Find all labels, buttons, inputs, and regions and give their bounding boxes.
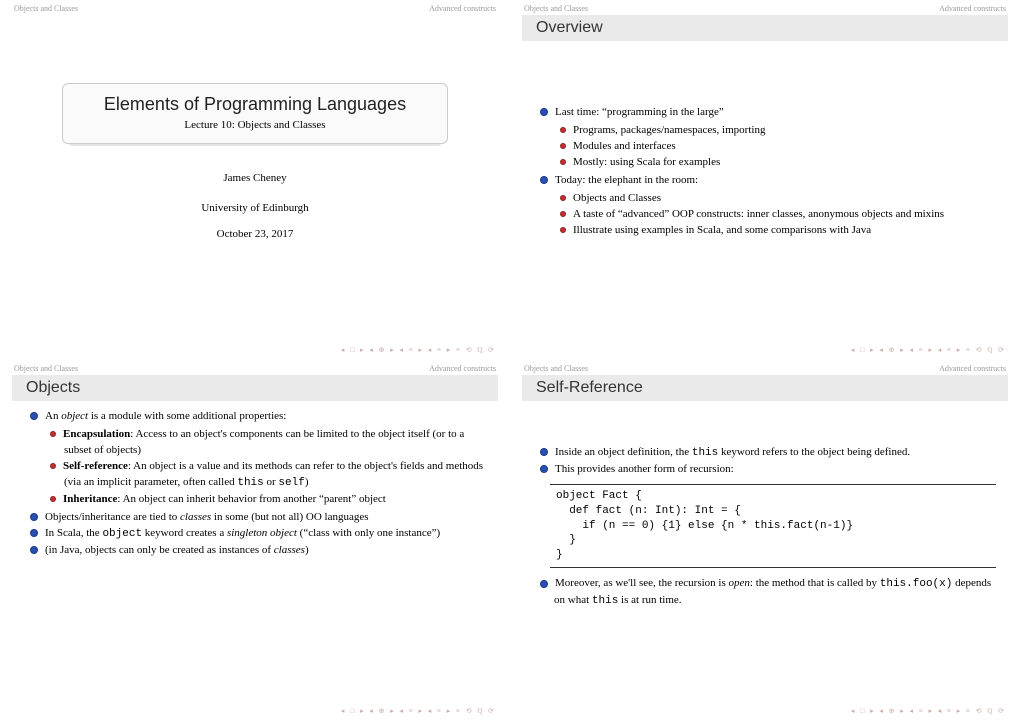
list-item: Objects and Classes [574,191,1004,207]
list-item: Inheritance: An object can inherit behav… [64,492,494,508]
list-item: This provides another form of recursion: [554,462,1004,478]
nav-tabs: Objects and Classes Advanced constructs [0,0,510,13]
nav-left: Objects and Classes [14,4,78,13]
list-item: Modules and interfaces [574,139,1004,155]
nav-left: Objects and Classes [524,4,588,13]
list-item: Mostly: using Scala for examples [574,155,1004,171]
list-item: A taste of “advanced” OOP constructs: in… [574,207,1004,223]
list-item: Programs, packages/namespaces, importing [574,123,1004,139]
slide-title-bar: Self-Reference [522,375,1008,401]
slide-objects: Objects and Classes Advanced constructs … [0,360,510,721]
nav-right: Advanced constructs [429,364,496,373]
list-item: Encapsulation: Access to an object's com… [64,427,494,459]
slide-overview: Objects and Classes Advanced constructs … [510,0,1020,360]
code-block: object Fact { def fact (n: Int): Int = {… [550,484,996,568]
footer-nav-icon: ◂ □ ▸ ◂ ⊕ ▸ ◂ ≡ ▸ ◂ ≡ ▸ ≡ ⟲ Q ⟳ [851,707,1006,715]
list-item: In Scala, the object keyword creates a s… [44,526,494,543]
nav-tabs: Objects and Classes Advanced constructs [510,0,1020,13]
bullet-list: Inside an object definition, the this ke… [526,445,1004,478]
footer-nav-icon: ◂ □ ▸ ◂ ⊕ ▸ ◂ ≡ ▸ ◂ ≡ ▸ ≡ ⟲ Q ⟳ [341,346,496,354]
list-item: Inside an object definition, the this ke… [554,445,1004,462]
footer-nav-icon: ◂ □ ▸ ◂ ⊕ ▸ ◂ ≡ ▸ ◂ ≡ ▸ ≡ ⟲ Q ⟳ [341,707,496,715]
list-item: Today: the elephant in the room: Objects… [554,173,1004,239]
nav-left: Objects and Classes [524,364,588,373]
title-box: Elements of Programming Languages Lectur… [62,83,448,144]
footer-nav-icon: ◂ □ ▸ ◂ ⊕ ▸ ◂ ≡ ▸ ◂ ≡ ▸ ≡ ⟲ Q ⟳ [851,346,1006,354]
list-item: Self-reference: An object is a value and… [64,459,494,492]
bullet-list: Moreover, as we'll see, the recursion is… [526,576,1004,610]
nav-right: Advanced constructs [939,4,1006,13]
list-item: Last time: “programming in the large” Pr… [554,105,1004,171]
date: October 23, 2017 [0,228,510,240]
slide-title-bar: Overview [522,15,1008,41]
slide-title-bar: Objects [12,375,498,401]
nav-left: Objects and Classes [14,364,78,373]
nav-tabs: Objects and Classes Advanced constructs [510,360,1020,373]
course-title: Elements of Programming Languages [75,94,435,115]
nav-right: Advanced constructs [939,364,1006,373]
list-item: Objects/inheritance are tied to classes … [44,510,494,526]
list-item: Moreover, as we'll see, the recursion is… [554,576,1004,610]
nav-tabs: Objects and Classes Advanced constructs [0,360,510,373]
author: James Cheney [0,172,510,184]
list-item: An object is a module with some addition… [44,409,494,508]
slide-self-reference: Objects and Classes Advanced constructs … [510,360,1020,721]
bullet-list: Last time: “programming in the large” Pr… [526,105,1004,239]
list-item: Illustrate using examples in Scala, and … [574,223,1004,239]
list-item: (in Java, objects can only be created as… [44,543,494,559]
slide-title: Objects and Classes Advanced constructs … [0,0,510,360]
institution: University of Edinburgh [0,202,510,214]
nav-right: Advanced constructs [429,4,496,13]
bullet-list: An object is a module with some addition… [16,409,494,558]
lecture-subtitle: Lecture 10: Objects and Classes [75,119,435,131]
